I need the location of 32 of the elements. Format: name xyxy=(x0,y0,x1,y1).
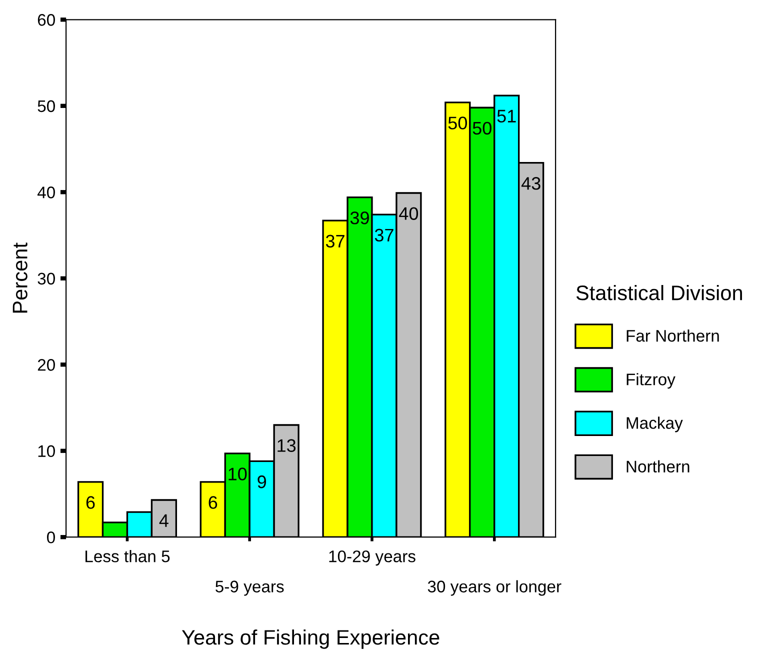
data-label: 9 xyxy=(258,475,266,488)
data-label: 6 xyxy=(86,496,95,509)
data-label: 51 xyxy=(497,110,516,123)
x-tick-label: 10-29 years xyxy=(329,550,416,566)
y-tick-label: 60 xyxy=(38,14,55,26)
y-tick-label: 30 xyxy=(38,272,55,285)
data-label: 4 xyxy=(159,514,168,527)
x-tick-label: 5-9 years xyxy=(216,580,284,596)
legend-label: Far Northern xyxy=(626,329,719,342)
legend-title: Statistical Division xyxy=(576,284,742,300)
data-label: 13 xyxy=(278,439,296,452)
y-tick-label: 10 xyxy=(38,445,55,458)
data-label: 43 xyxy=(521,177,540,190)
legend-label: Fitzroy xyxy=(626,373,676,389)
data-label: 50 xyxy=(448,116,467,130)
y-tick-label: 0 xyxy=(47,532,55,544)
y-tick-label: 50 xyxy=(38,100,55,112)
y-tick-label: 40 xyxy=(37,186,55,198)
x-axis-title: Years of Fishing Experience xyxy=(182,629,440,649)
x-tick-label: Less than 5 xyxy=(86,550,170,562)
data-label: 6 xyxy=(208,496,218,509)
data-label: 50 xyxy=(472,122,492,135)
data-label: 37 xyxy=(326,234,344,248)
data-label: 10 xyxy=(228,468,247,480)
y-tick-label: 20 xyxy=(38,359,55,371)
legend-label: Mackay xyxy=(626,416,683,432)
y-axis-title: Percent xyxy=(12,242,28,313)
legend-label: Northern xyxy=(626,460,690,472)
data-label: 40 xyxy=(399,207,418,220)
data-label: 37 xyxy=(374,228,394,242)
data-label: 39 xyxy=(350,212,369,224)
x-tick-label: 30 years or longer xyxy=(428,580,562,596)
